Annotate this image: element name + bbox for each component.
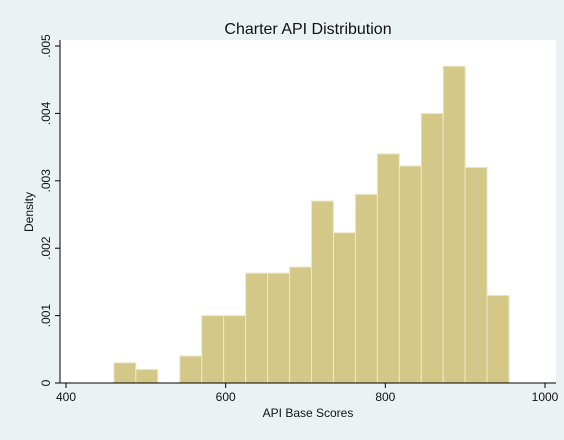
y-tick-label: .003: [39, 169, 53, 193]
bar: [420, 112, 444, 384]
bar: [267, 272, 291, 384]
bar: [113, 362, 137, 384]
bar: [376, 153, 400, 384]
x-tick-label: 400: [56, 390, 76, 404]
y-tick-label: .001: [39, 304, 53, 328]
bar: [442, 65, 466, 384]
bar: [310, 200, 334, 384]
x-tick-label: 600: [216, 390, 236, 404]
y-tick-label: 0: [39, 379, 53, 386]
x-tick-label: 800: [375, 390, 395, 404]
y-tick-label: .005: [39, 34, 53, 58]
bar: [289, 266, 312, 384]
y-tick-label: .004: [39, 101, 53, 125]
bar: [332, 232, 356, 384]
x-axis-label: API Base Scores: [263, 406, 354, 420]
bar: [486, 294, 510, 384]
bar: [179, 355, 203, 384]
y-tick-label: .002: [39, 236, 53, 260]
bar: [354, 193, 378, 384]
bar: [201, 315, 225, 384]
bar: [245, 272, 269, 384]
bar: [398, 165, 422, 384]
y-axis-label: Density: [22, 192, 36, 232]
bar: [223, 315, 247, 384]
bar: [135, 369, 159, 384]
bar: [464, 166, 488, 384]
x-tick-label: 1000: [532, 390, 559, 404]
chart-title: Charter API Distribution: [224, 21, 391, 38]
